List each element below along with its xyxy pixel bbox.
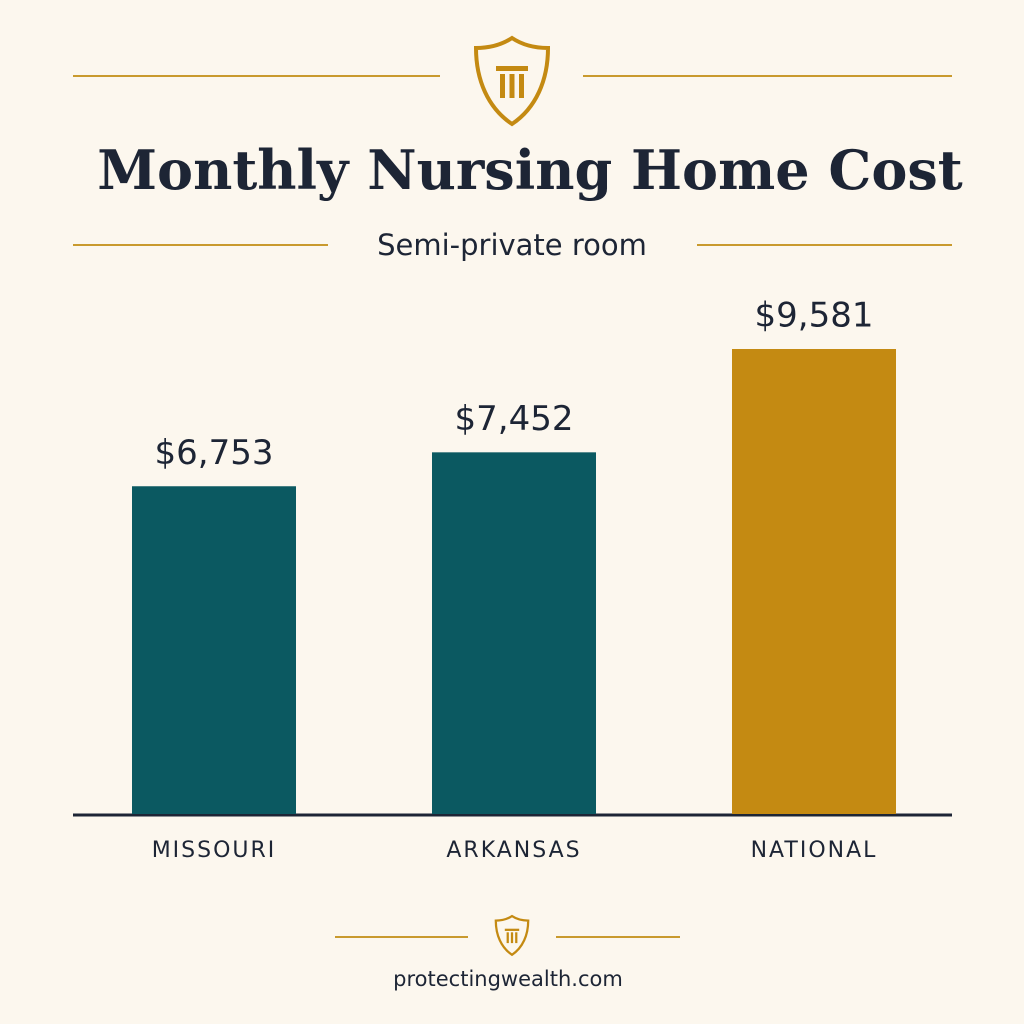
bar [132, 486, 296, 814]
footer: protectingwealth.com [393, 967, 623, 991]
x-tick-label: MISSOURI [152, 838, 277, 863]
bar [732, 349, 896, 814]
bar [432, 452, 596, 814]
footer-icon [494, 914, 530, 957]
x-tick-label: ARKANSAS [446, 838, 581, 863]
x-tick-label: NATIONAL [751, 838, 878, 863]
shield-icon [473, 35, 551, 127]
chart-title: Monthly Nursing Home Cost [97, 138, 962, 202]
chart-subtitle: Semi-private room [377, 228, 647, 262]
value-label: $7,452 [455, 399, 574, 439]
value-label: $9,581 [755, 296, 874, 336]
value-label: $6,753 [155, 433, 274, 473]
